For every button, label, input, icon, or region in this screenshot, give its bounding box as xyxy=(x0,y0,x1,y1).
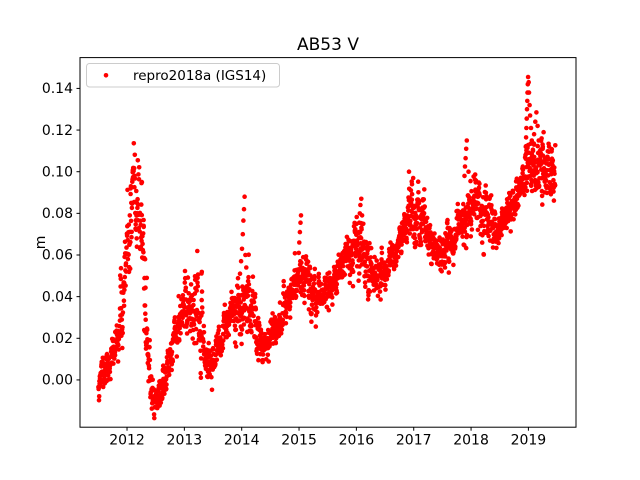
legend-label: repro2018a (IGS14) xyxy=(133,68,266,84)
y-tick-label: 0.00 xyxy=(42,373,73,389)
y-tick-label: 0.06 xyxy=(42,248,73,264)
y-tick-label: 0.10 xyxy=(42,164,73,180)
chart-title: AB53 V xyxy=(297,35,359,55)
x-tick-label: 2017 xyxy=(396,433,432,449)
legend-marker-dot xyxy=(103,73,109,78)
x-tick-label: 2012 xyxy=(109,433,145,449)
x-axis: 2012 2013 2014 2015 2016 2017 2018 2019 xyxy=(109,427,547,449)
x-tick-label: 2016 xyxy=(339,433,375,449)
plot-area xyxy=(79,57,577,428)
x-tick-label: 2019 xyxy=(511,433,547,449)
y-tick-label: 0.04 xyxy=(42,289,73,305)
y-axis-label: m xyxy=(33,236,49,250)
y-tick-label: 0.02 xyxy=(42,331,73,347)
x-tick-label: 2018 xyxy=(453,433,489,449)
y-axis: 0.00 0.02 0.04 0.06 0.08 0.10 0.12 0.14 xyxy=(42,81,80,389)
x-tick-label: 2014 xyxy=(224,433,260,449)
scatter-series xyxy=(96,74,558,421)
legend-box xyxy=(86,63,280,88)
y-tick-label: 0.12 xyxy=(42,123,73,139)
legend: repro2018a (IGS14) xyxy=(86,63,280,88)
x-tick-label: 2013 xyxy=(167,433,203,449)
y-tick-label: 0.14 xyxy=(42,81,73,97)
y-tick-label: 0.08 xyxy=(42,206,73,222)
x-tick-label: 2015 xyxy=(281,433,317,449)
